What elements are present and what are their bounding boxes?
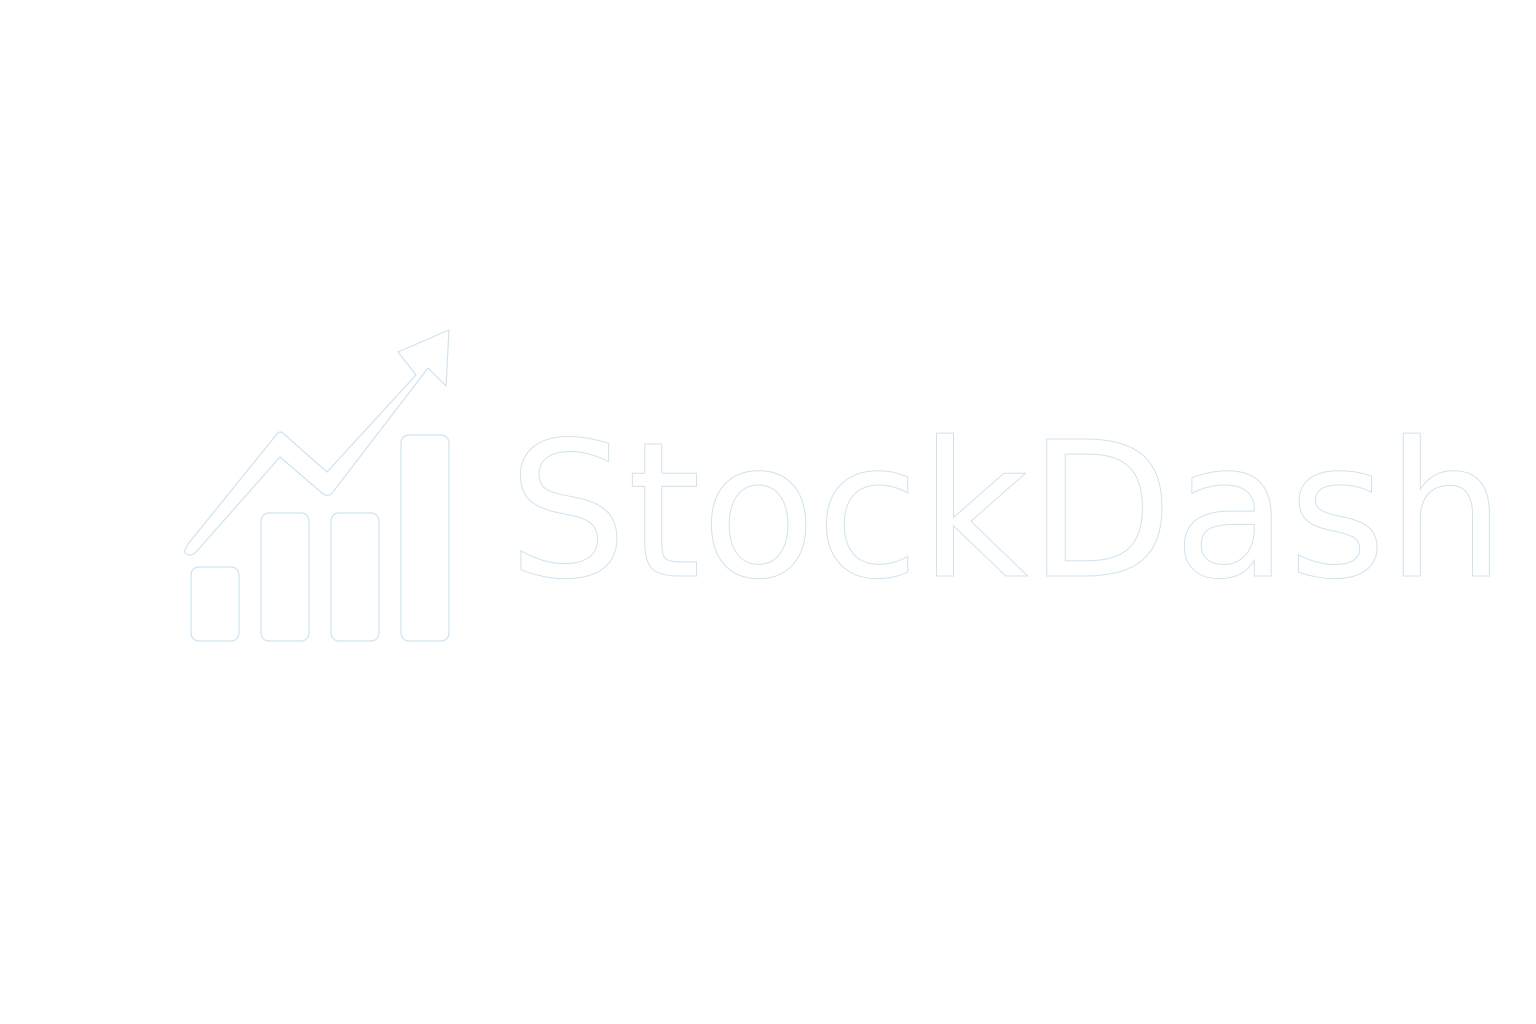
brand-wordmark: StockDash (507, 402, 1506, 621)
chart-bar-4 (400, 434, 450, 642)
trend-arrow (183, 329, 450, 556)
chart-bar-3 (330, 512, 380, 642)
chart-bar-2 (260, 512, 310, 642)
growth-chart-icon (183, 329, 450, 642)
chart-bar-1 (190, 566, 240, 642)
